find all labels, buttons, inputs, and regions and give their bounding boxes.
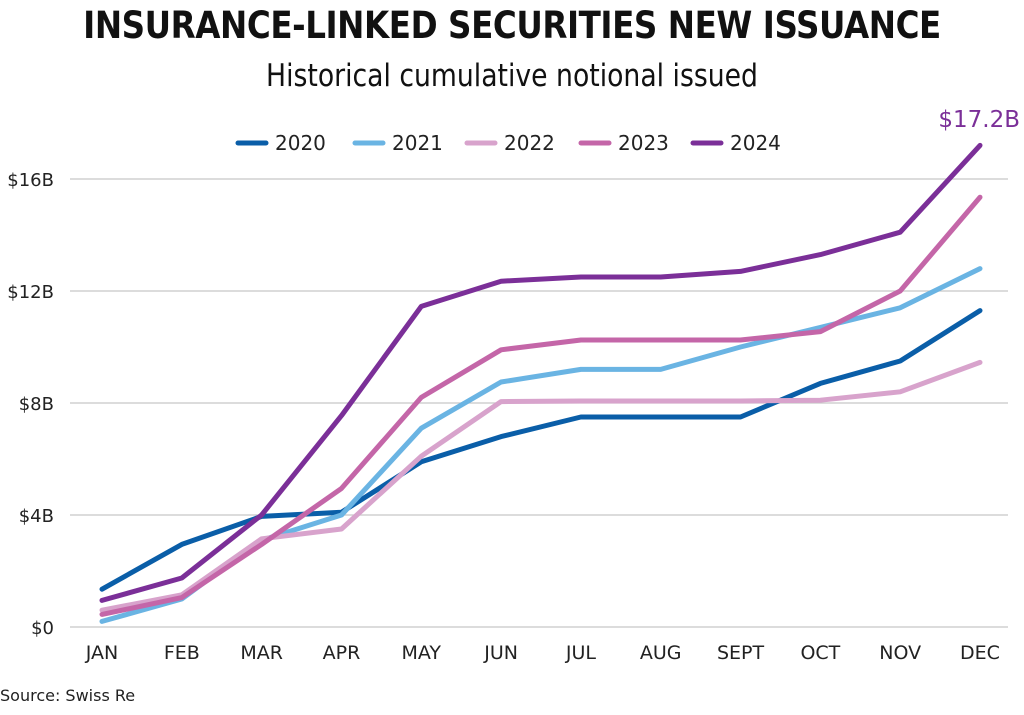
chart-title: INSURANCE-LINKED SECURITIES NEW ISSUANCE bbox=[83, 4, 941, 47]
x-tick-label: JUN bbox=[483, 642, 518, 664]
y-tick-label: $12B bbox=[7, 282, 54, 303]
y-tick-label: $8B bbox=[19, 394, 54, 415]
x-tick-label: MAR bbox=[240, 642, 283, 664]
y-axis-ticks: $0 $4B $8B $12B $16B bbox=[7, 170, 54, 639]
x-tick-label: JAN bbox=[85, 642, 118, 664]
x-tick-label: MAY bbox=[402, 642, 442, 664]
chart-subtitle: Historical cumulative notional issued bbox=[266, 58, 758, 94]
series-line-2024 bbox=[99, 142, 983, 603]
x-tick-label: SEPT bbox=[717, 642, 765, 664]
x-tick-label: DEC bbox=[960, 642, 1000, 664]
series-line-2021 bbox=[99, 266, 983, 624]
x-axis-ticks: JAN FEB MAR APR MAY JUN JUL AUG SEPT OCT NOV DEC bbox=[85, 642, 1000, 664]
x-tick-label: AUG bbox=[640, 642, 682, 664]
source-note: Source: Swiss Re bbox=[0, 686, 136, 705]
legend-label-2022: 2022 bbox=[504, 131, 555, 155]
x-tick-label: FEB bbox=[164, 642, 200, 664]
legend-label-2020: 2020 bbox=[275, 131, 326, 155]
x-tick-label: OCT bbox=[800, 642, 840, 664]
x-tick-label: NOV bbox=[879, 642, 921, 664]
series-line-2023 bbox=[99, 194, 983, 617]
y-tick-label: $0 bbox=[31, 618, 54, 639]
annotation-label: $17.2B bbox=[938, 107, 1020, 133]
annotations: $17.2B bbox=[938, 107, 1020, 133]
legend-label-2023: 2023 bbox=[618, 131, 669, 155]
y-tick-label: $16B bbox=[7, 170, 54, 191]
legend: 2020 2021 2022 2023 2024 bbox=[235, 131, 781, 155]
legend-label-2024: 2024 bbox=[730, 131, 781, 155]
series-line-2020 bbox=[99, 308, 983, 592]
series-lines bbox=[99, 142, 983, 624]
legend-label-2021: 2021 bbox=[392, 131, 443, 155]
y-tick-label: $4B bbox=[19, 506, 54, 527]
series-line-2022 bbox=[99, 359, 983, 613]
x-tick-label: APR bbox=[323, 642, 361, 664]
x-tick-label: JUL bbox=[565, 642, 597, 664]
